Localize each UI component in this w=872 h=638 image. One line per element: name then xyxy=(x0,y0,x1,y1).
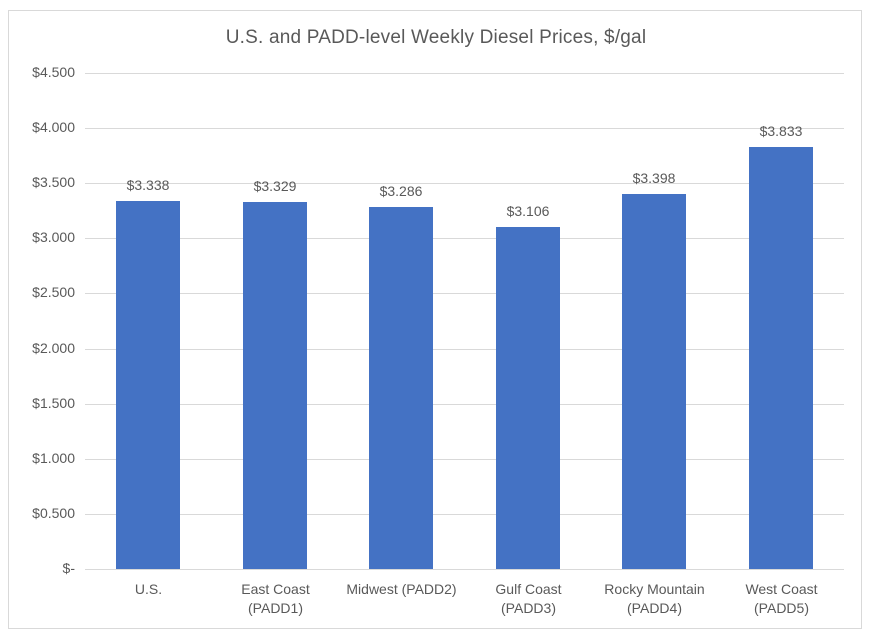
chart-title: U.S. and PADD-level Weekly Diesel Prices… xyxy=(225,27,647,48)
x-axis-category-line: (PADD5) xyxy=(754,600,809,616)
bar-value-label: $3.833 xyxy=(759,123,803,139)
x-axis-category-label: East Coast (PADD1) xyxy=(212,580,339,618)
bar-value-label: $3.106 xyxy=(506,203,550,219)
bar xyxy=(496,227,560,569)
gridline xyxy=(85,349,844,350)
bar-value-label: $3.338 xyxy=(126,177,170,193)
x-axis-category-line: (PADD1) xyxy=(248,600,303,616)
y-axis-tick-label: $- xyxy=(62,560,75,576)
x-axis-category-line: West Coast xyxy=(745,581,818,597)
y-axis-tick-label: $3.000 xyxy=(32,229,75,245)
x-axis-category-label: Gulf Coast (PADD3) xyxy=(465,580,592,618)
bar-value-label: $3.329 xyxy=(253,178,297,194)
y-axis-tick-label: $2.000 xyxy=(32,340,75,356)
x-axis-category-line: Gulf Coast xyxy=(495,581,562,597)
gridline xyxy=(85,73,844,74)
y-axis-tick-label: $1.500 xyxy=(32,395,75,411)
bar xyxy=(116,201,180,569)
x-axis-category-line: East Coast xyxy=(241,581,310,597)
gridline xyxy=(85,238,844,239)
y-axis-tick-label: $2.500 xyxy=(32,284,75,300)
x-axis-category-line: Rocky Mountain xyxy=(604,581,705,597)
gridline xyxy=(85,459,844,460)
gridline xyxy=(85,293,844,294)
gridline xyxy=(85,514,844,515)
y-axis-tick-label: $3.500 xyxy=(32,174,75,190)
gridline xyxy=(85,569,844,570)
bar xyxy=(243,202,307,569)
y-axis-tick-label: $4.000 xyxy=(32,119,75,135)
y-axis-tick-label: $1.000 xyxy=(32,450,75,466)
x-axis-category-label: U.S. xyxy=(85,580,212,599)
bar xyxy=(369,207,433,569)
x-axis-category-line: (PADD4) xyxy=(627,600,682,616)
gridline xyxy=(85,128,844,129)
x-axis-category-line: (PADD3) xyxy=(501,600,556,616)
x-axis-category-label: Midwest (PADD2) xyxy=(338,580,465,599)
x-axis-category-line: U.S. xyxy=(134,581,163,597)
y-axis-tick-label: $4.500 xyxy=(32,64,75,80)
y-axis-tick-label: $0.500 xyxy=(32,505,75,521)
bar xyxy=(622,194,686,569)
bar-value-label: $3.398 xyxy=(632,170,676,186)
x-axis-category-label: Rocky Mountain (PADD4) xyxy=(591,580,718,618)
gridline xyxy=(85,183,844,184)
bar xyxy=(749,147,813,569)
x-axis-category-line: Midwest (PADD2) xyxy=(346,581,457,597)
gridline xyxy=(85,404,844,405)
bar-value-label: $3.286 xyxy=(379,183,423,199)
x-axis-category-label: West Coast (PADD5) xyxy=(718,580,845,618)
